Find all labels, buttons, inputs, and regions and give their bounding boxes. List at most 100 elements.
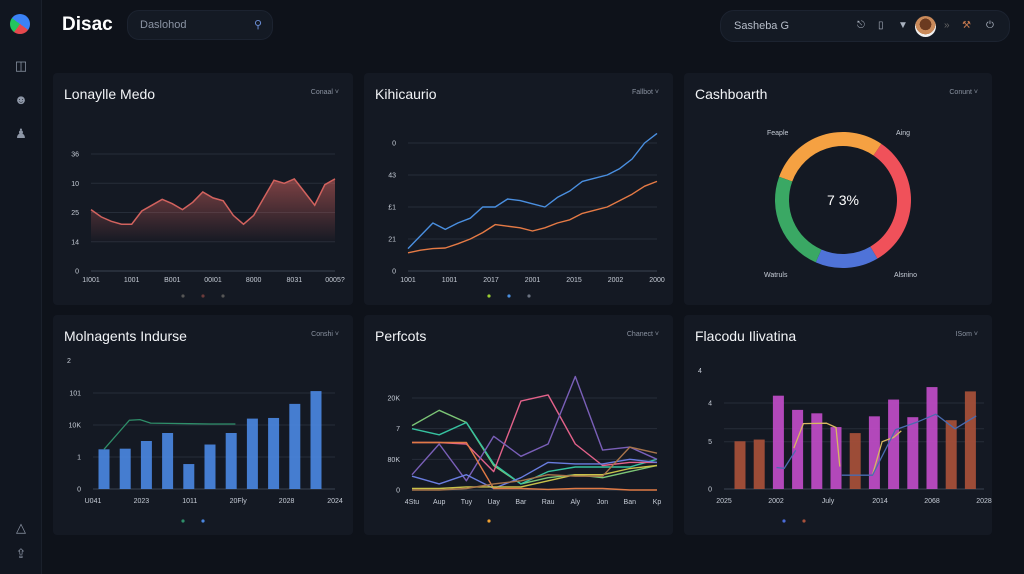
x-tick-label: Jon: [597, 499, 608, 506]
user-icon[interactable]: ☻: [14, 92, 28, 107]
bar: [772, 395, 784, 489]
card-line-chart: Kihicaurio Fallbot ˅ 0 21 £1 43 0 1001 1001 201…: [364, 73, 673, 305]
search-icon[interactable]: ⚲: [253, 19, 262, 31]
x-tick-label: Aup: [433, 499, 446, 506]
slice-label: Alsnino: [894, 272, 917, 279]
x-tick-label: 1011: [182, 498, 197, 505]
card-title: Flacodu Ilivatina: [695, 328, 797, 344]
x-tick-label: 2001: [525, 277, 541, 284]
bar: [183, 464, 195, 489]
x-tick-label: B001: [164, 277, 180, 284]
slice-label: Feaple: [767, 130, 789, 137]
x-tick-label: 2028: [279, 498, 295, 505]
y-tick-label: £1: [388, 205, 396, 212]
slice-label: Watruls: [764, 272, 788, 279]
export-icon[interactable]: ⇪: [15, 546, 27, 561]
card-dropdown[interactable]: Chanect ˅: [626, 331, 659, 338]
users-icon[interactable]: ♟: [15, 126, 27, 141]
y-tick-label: 10K: [69, 423, 82, 430]
donut-center-label: 7 3%: [827, 192, 859, 208]
x-tick-label: 0005?: [325, 277, 345, 284]
device-icon[interactable]: ▯: [878, 20, 884, 31]
y-tick-label: 7: [396, 426, 400, 433]
y-tick-label: 101: [69, 391, 81, 398]
series-line: [411, 421, 658, 485]
x-tick-label: 4Stu: [405, 499, 420, 506]
x-tick-label: 8000: [246, 277, 262, 284]
card-combo-chart: Flacodu Ilivatina ISom ˅ 0 5 4 2025 2002 July…: [684, 315, 992, 535]
area-chart: 0 14 25 10 36 1I001 1001 B001 00I01 8000 8031 0005?: [71, 152, 345, 298]
series-line: [412, 441, 657, 491]
series-line: [407, 132, 658, 250]
legend-marker: [802, 519, 806, 523]
x-tick-label: Tuy: [461, 499, 473, 506]
alert-icon[interactable]: △: [16, 520, 26, 535]
legend-marker: [221, 294, 225, 298]
chevron-right-icon[interactable]: »: [944, 20, 950, 31]
logo-icon[interactable]: [10, 14, 30, 34]
y-tick-label: 0: [396, 488, 400, 495]
x-tick-label: 2000: [649, 277, 665, 284]
user-bar: Sasheba G ⎋ ▯ ▼ » ⚒ ⏻: [720, 10, 1010, 42]
x-tick-label: 2014: [872, 498, 888, 505]
x-tick-label: 2002: [608, 277, 624, 284]
trend-line: [871, 430, 902, 475]
x-tick-label: 2015: [566, 277, 582, 284]
power-icon[interactable]: ⏻: [986, 20, 994, 31]
search-input[interactable]: Daslohod ⚲: [127, 10, 273, 40]
x-tick-label: 1001: [124, 277, 140, 284]
card-dropdown[interactable]: Conunt ˅: [949, 89, 978, 96]
user-name[interactable]: Sasheba G: [734, 20, 790, 32]
series-line: [407, 180, 658, 254]
card-title: Molnagents Indurse: [64, 328, 187, 344]
series-line: [411, 375, 658, 482]
x-tick-label: Ban: [624, 499, 637, 506]
bar: [907, 417, 919, 489]
donut-slice: [870, 143, 911, 259]
bar: [734, 441, 746, 489]
x-tick-label: 20Fly: [230, 498, 248, 505]
card-dropdown[interactable]: ISom ˅: [955, 331, 978, 338]
area-line: [90, 177, 336, 226]
bar: [849, 433, 861, 489]
bar: [811, 413, 823, 489]
share-icon[interactable]: ⎋: [857, 20, 865, 31]
line-chart: 0 21 £1 43 0 1001 1001 2017 2001 2015 2002 2000: [388, 132, 665, 298]
y-tick-label: 0: [75, 269, 79, 276]
tools-icon[interactable]: ⚒: [962, 20, 971, 31]
card-dropdown[interactable]: Conshi ˅: [311, 331, 339, 338]
card-dropdown[interactable]: Conaal ˅: [310, 89, 339, 96]
card-title: Lonaylle Medo: [64, 86, 156, 102]
series-line: [411, 409, 658, 485]
card-dropdown[interactable]: Fallbot ˅: [631, 89, 659, 96]
y-tick-label: 10: [71, 181, 79, 188]
trend-line: [776, 449, 797, 470]
y-tick-label: 4: [708, 401, 712, 408]
y-tick-label: 36: [71, 152, 79, 159]
pin-icon[interactable]: ▼: [898, 20, 908, 31]
legend-marker: [201, 294, 205, 298]
x-tick-label: U041: [85, 498, 102, 505]
series-line: [412, 446, 658, 491]
bar: [888, 399, 900, 489]
card-bar-chart: Molnagents Indurse Conshi ˅ 0 1 10K 101 U041…: [53, 315, 353, 535]
avatar[interactable]: [915, 16, 936, 37]
y-tick-label: 21: [388, 237, 396, 244]
legend-marker: [527, 294, 531, 298]
sidebar: ◫ ☻ ♟ △ ⇪: [0, 0, 42, 574]
trend-line: [103, 418, 236, 450]
x-tick-label: Uay: [487, 499, 500, 506]
bar: [830, 427, 842, 489]
y-tick-label: 20K: [388, 396, 401, 403]
bar: [268, 417, 280, 489]
legend-marker: [487, 294, 491, 298]
bar: [162, 433, 174, 489]
bar: [926, 387, 938, 489]
x-tick-label: 1I001: [82, 277, 100, 284]
bar: [753, 439, 765, 489]
area-fill: [91, 178, 335, 243]
y-tick-label: 0: [392, 269, 396, 276]
card-donut-chart: Cashboarth Conunt ˅ Feaple Aing Alsnino Wat…: [684, 73, 992, 305]
clipboard-icon[interactable]: ◫: [14, 58, 28, 73]
y-tick-label: 43: [388, 173, 396, 180]
